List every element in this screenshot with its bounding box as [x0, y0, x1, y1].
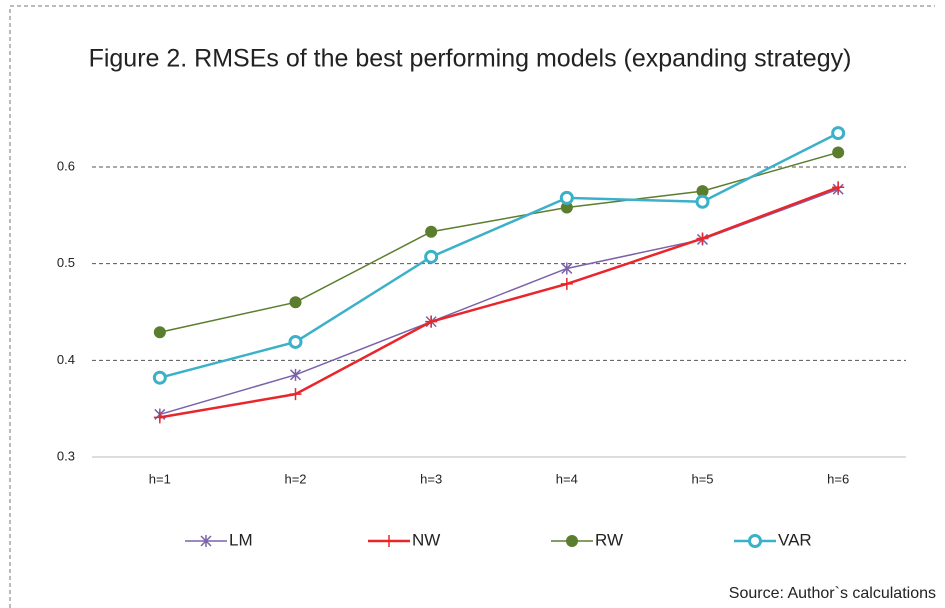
marker — [289, 388, 302, 401]
marker — [695, 194, 710, 209]
line — [159, 186, 839, 419]
series — [152, 126, 846, 385]
marker — [831, 126, 846, 141]
marker — [561, 262, 573, 275]
y-tick-label: 0.6 — [57, 158, 75, 173]
legend-label: RW — [595, 530, 623, 549]
y-tick-label: 0.5 — [57, 255, 75, 270]
marker — [383, 535, 395, 547]
legend-label: VAR — [778, 530, 812, 549]
legend-label: NW — [412, 530, 440, 549]
marker — [832, 181, 845, 194]
marker — [289, 368, 302, 381]
source-note: Source: Author`s calculations — [729, 585, 936, 602]
marker — [200, 535, 212, 547]
x-tick-label: h=5 — [691, 471, 713, 486]
x-tick-label: h=3 — [420, 471, 442, 486]
marker — [288, 334, 303, 349]
series — [153, 146, 845, 339]
marker — [153, 326, 166, 339]
marker — [152, 370, 167, 385]
series — [153, 181, 845, 424]
frame — [9, 5, 935, 608]
marker — [696, 185, 709, 198]
marker — [559, 190, 574, 205]
y-tick-label: 0.4 — [57, 352, 75, 367]
x-tick-label: h=4 — [556, 471, 578, 486]
marker — [153, 411, 166, 424]
marker — [560, 201, 573, 214]
legend-label: LM — [229, 530, 253, 549]
x-tick-label: h=6 — [827, 471, 849, 486]
marker — [424, 249, 439, 264]
marker — [832, 146, 845, 159]
marker — [696, 232, 709, 245]
line — [159, 151, 839, 334]
x-tick-label: h=1 — [149, 471, 171, 486]
marker — [748, 534, 762, 548]
marker — [425, 315, 438, 328]
line — [159, 131, 839, 379]
chart-title: Figure 2. RMSEs of the best performing m… — [89, 45, 852, 73]
y-tick-label: 0.3 — [57, 448, 75, 463]
marker — [289, 296, 302, 309]
x-tick-label: h=2 — [284, 471, 306, 486]
marker — [566, 535, 578, 547]
marker — [560, 277, 573, 290]
marker — [425, 225, 438, 238]
